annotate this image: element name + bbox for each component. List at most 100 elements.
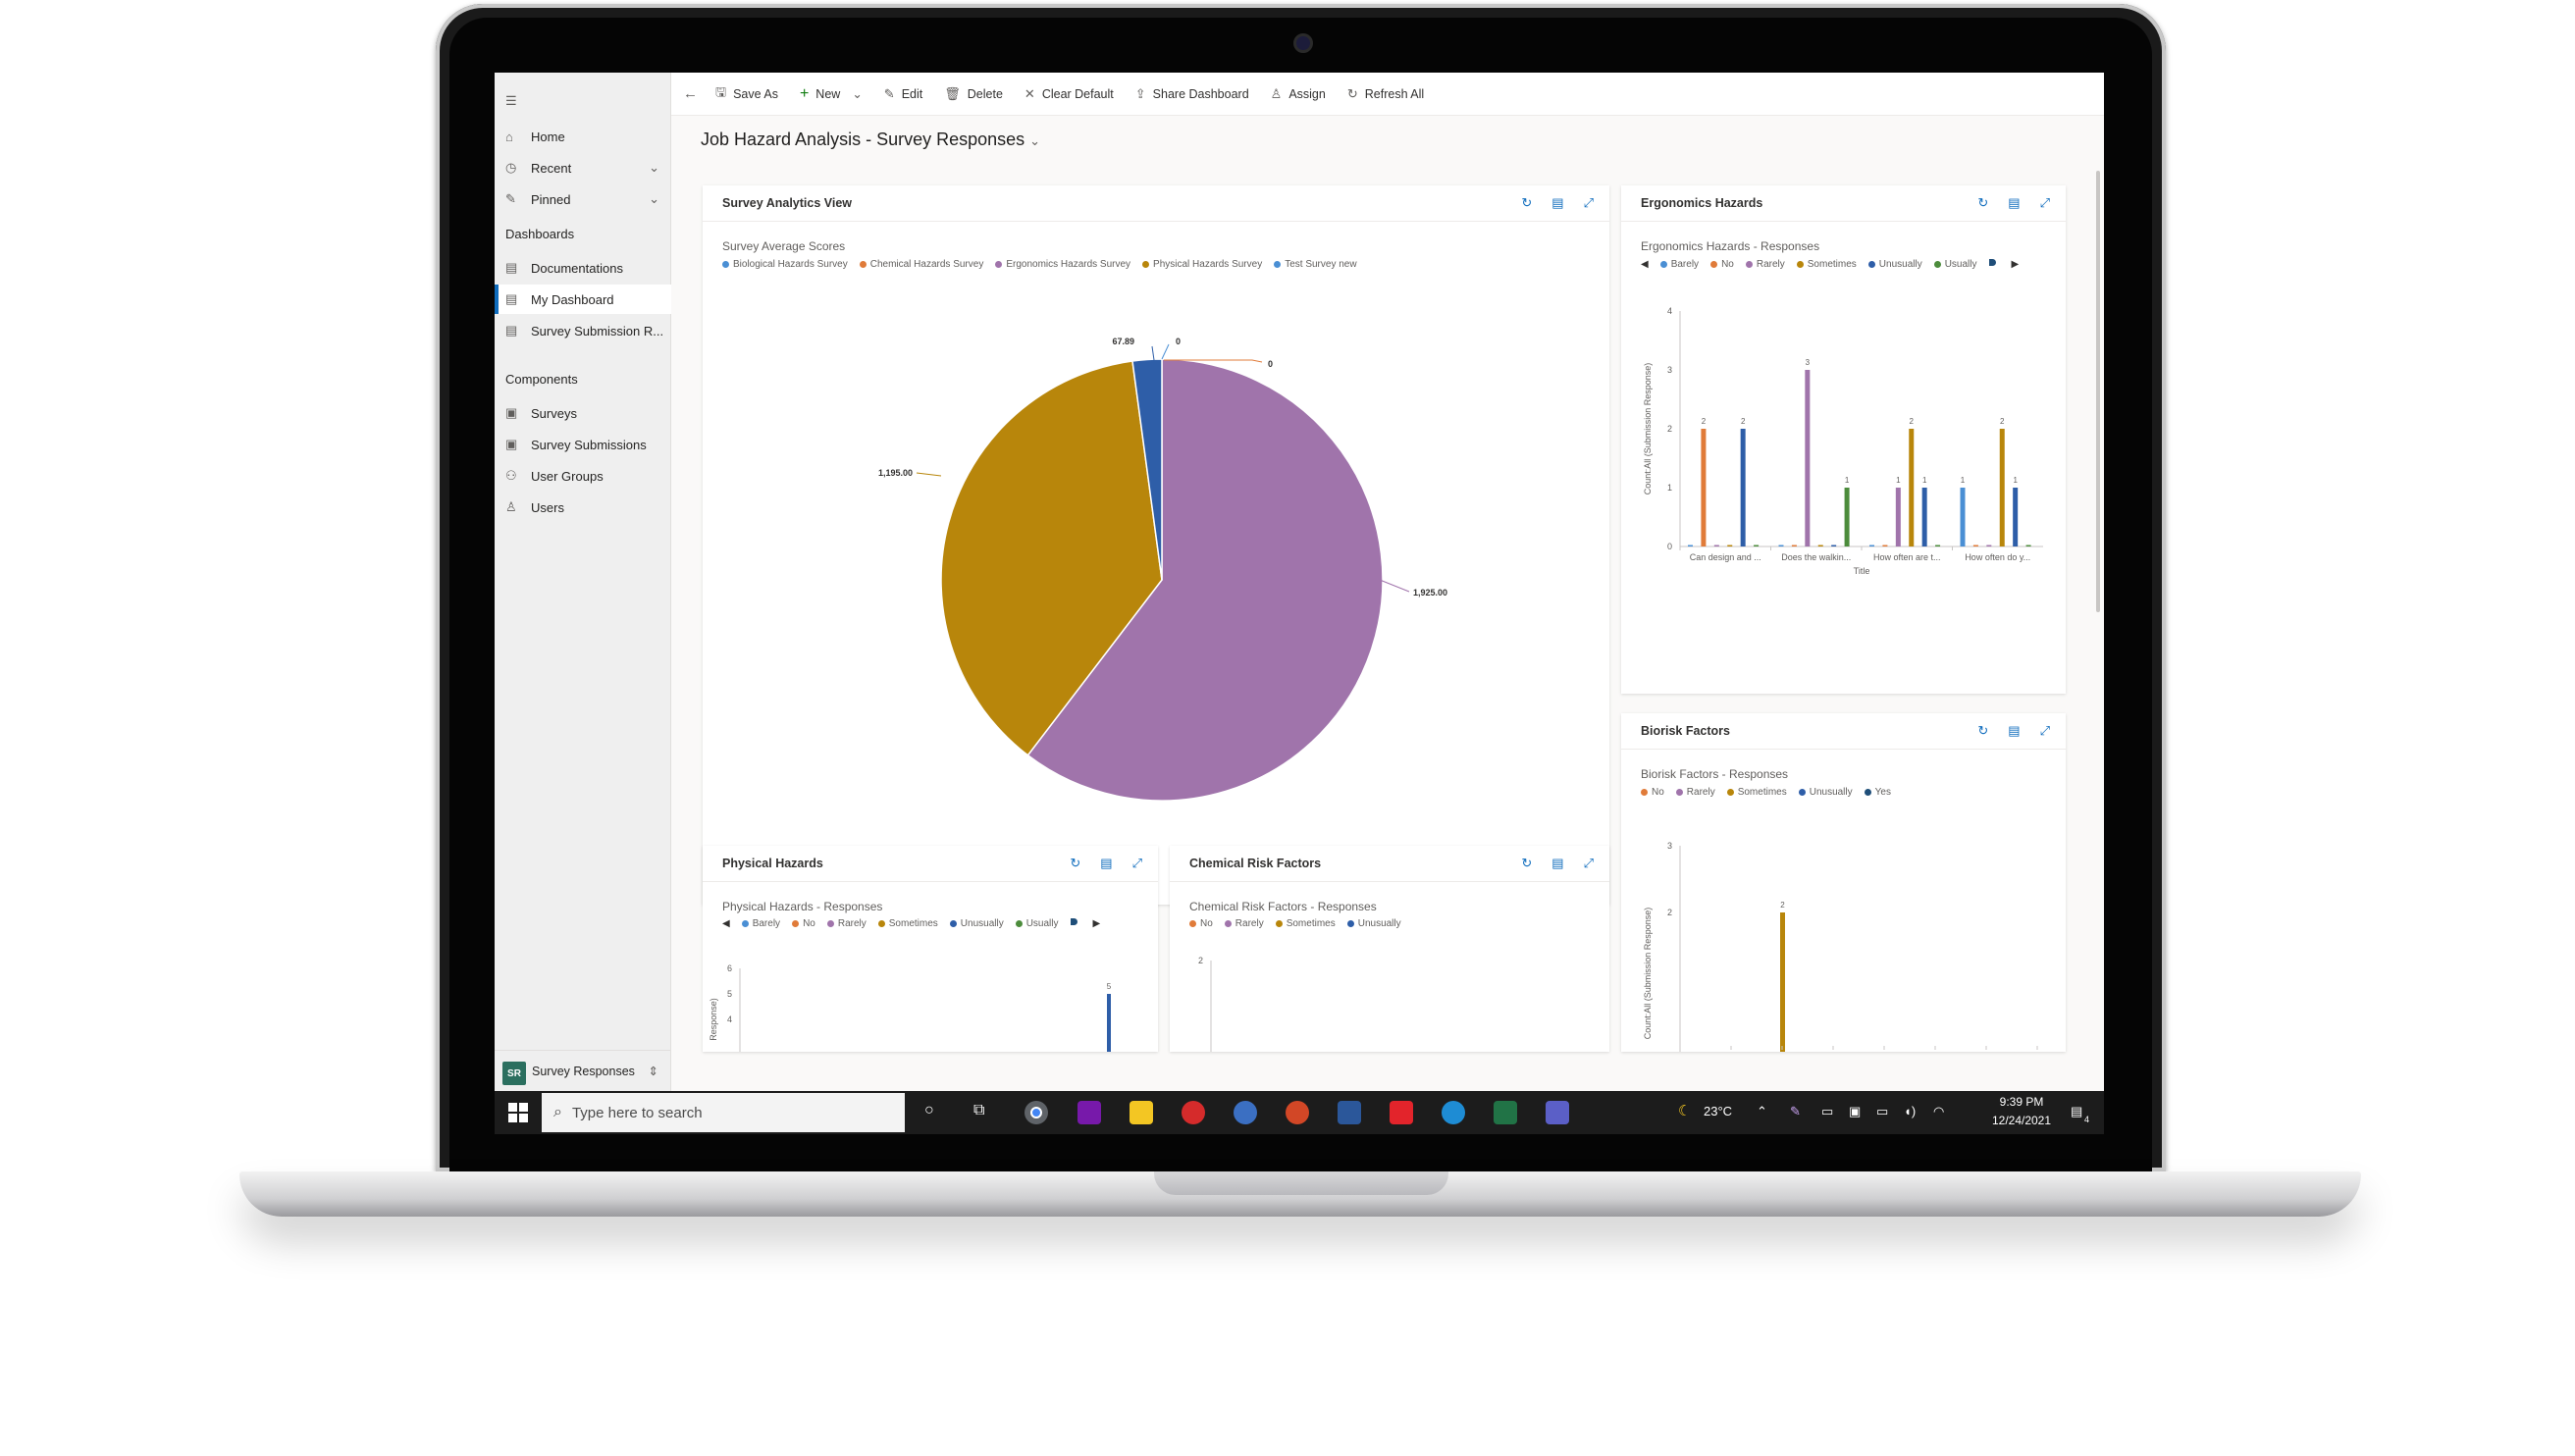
battery-icon[interactable]: ▭ xyxy=(1876,1104,1889,1118)
refresh-icon[interactable]: ↻ xyxy=(1977,723,1989,738)
chevron-down-icon[interactable]: ⌄ xyxy=(649,160,659,175)
excel-icon[interactable] xyxy=(1494,1101,1517,1124)
windows-start-button[interactable] xyxy=(508,1103,528,1122)
sidebar-item-home[interactable]: ⌂ Home xyxy=(495,122,671,151)
legend-item[interactable]: Rarely xyxy=(1224,918,1264,929)
legend-item[interactable]: Sometimes xyxy=(1796,259,1857,270)
delete-button[interactable]: 🗑 Delete xyxy=(944,86,1003,102)
chevron-down-icon[interactable]: ⌄ xyxy=(852,87,863,101)
page-title[interactable]: Job Hazard Analysis - Survey Responses ⌄ xyxy=(701,130,1040,150)
expand-icon[interactable]: ⤢ xyxy=(2039,723,2050,738)
clock-date[interactable]: 12/24/2021 xyxy=(1991,1114,2052,1127)
edge-icon[interactable] xyxy=(1442,1101,1465,1124)
sidebar-item-pinned[interactable]: ✎ Pinned ⌄ xyxy=(495,184,671,214)
legend-item[interactable]: No xyxy=(1189,918,1213,929)
legend-item[interactable]: Unusually xyxy=(949,918,1004,929)
legend-item[interactable]: Rarely xyxy=(1675,787,1715,798)
volume-icon[interactable]: ◖) xyxy=(1904,1104,1917,1118)
refresh-icon[interactable]: ↻ xyxy=(1521,856,1533,870)
legend-item[interactable]: Unusually xyxy=(1346,918,1401,929)
expand-icon[interactable]: ⤢ xyxy=(1583,195,1594,210)
legend-label: Ergonomics Hazards Survey xyxy=(1006,259,1131,270)
hamburger-menu-button[interactable]: ☰ xyxy=(495,86,671,116)
legend-item[interactable]: No xyxy=(1641,787,1664,798)
sidebar-item-my-dashboard[interactable]: ▤ My Dashboard xyxy=(495,285,671,314)
cortana-icon[interactable]: ○ xyxy=(924,1102,934,1118)
legend-item[interactable]: Rarely xyxy=(826,918,867,929)
legend-item[interactable]: Usually xyxy=(1015,918,1059,929)
legend-item[interactable]: Usually xyxy=(1933,259,1977,270)
app-icon[interactable] xyxy=(1390,1101,1413,1124)
expand-icon[interactable]: ⤢ xyxy=(1583,856,1594,870)
assign-button[interactable]: ♙ Assign xyxy=(1271,86,1326,102)
refresh-icon[interactable]: ↻ xyxy=(1977,195,1989,210)
chrome-icon[interactable] xyxy=(1025,1101,1048,1124)
clock-time[interactable]: 9:39 PM xyxy=(1999,1095,2044,1109)
legend-item[interactable]: No xyxy=(792,918,815,929)
refresh-icon[interactable]: ↻ xyxy=(1070,856,1081,870)
clear-default-button[interactable]: ✕ Clear Default xyxy=(1025,86,1114,102)
powerpoint-icon[interactable] xyxy=(1286,1101,1309,1124)
sidebar-item-survey-submissions[interactable]: ▣ Survey Submissions xyxy=(495,430,671,459)
onenote-icon[interactable] xyxy=(1077,1101,1101,1124)
expand-icon[interactable]: ⤢ xyxy=(2039,195,2050,210)
new-button[interactable]: + New ⌄ xyxy=(800,85,863,103)
sidebar-item-users[interactable]: ♙ Users xyxy=(495,493,671,522)
legend-item[interactable]: Ergonomics Hazards Survey xyxy=(995,259,1130,270)
pen-icon[interactable]: ✎ xyxy=(1790,1104,1801,1118)
legend-next-arrow[interactable]: ▶ xyxy=(1092,918,1101,929)
legend-item[interactable]: Physical Hazards Survey xyxy=(1142,259,1262,270)
temperature[interactable]: 23°C xyxy=(1704,1104,1733,1118)
sidebar-item-documentations[interactable]: ▤ Documentations xyxy=(495,253,671,283)
view-records-icon[interactable]: ▤ xyxy=(2008,195,2021,210)
legend-item[interactable]: Test Survey new xyxy=(1274,259,1357,270)
back-arrow-icon[interactable]: ← xyxy=(683,85,698,102)
notification-icon[interactable]: ▤ xyxy=(2071,1104,2083,1118)
legend-item[interactable]: Barely xyxy=(1659,259,1699,270)
sidebar-item-recent[interactable]: ◷ Recent ⌄ xyxy=(495,153,671,182)
app-icon[interactable] xyxy=(1234,1101,1257,1124)
legend-prev-arrow[interactable]: ◀ xyxy=(722,918,730,929)
word-icon[interactable] xyxy=(1338,1101,1361,1124)
app-switcher[interactable]: SR Survey Responses ⇕ xyxy=(495,1050,671,1091)
chevron-down-icon[interactable]: ⌄ xyxy=(649,191,659,206)
scrollbar[interactable] xyxy=(2096,171,2100,612)
legend-item[interactable]: Unusually xyxy=(1867,259,1922,270)
weather-icon[interactable]: ☾ xyxy=(1678,1103,1692,1119)
view-records-icon[interactable]: ▤ xyxy=(1551,195,1564,210)
opera-icon[interactable] xyxy=(1182,1101,1205,1124)
refresh-icon[interactable]: ↻ xyxy=(1521,195,1533,210)
legend-item[interactable]: Biological Hazards Survey xyxy=(722,259,848,270)
meet-icon[interactable]: ▭ xyxy=(1821,1104,1834,1118)
legend-item[interactable]: Sometimes xyxy=(877,918,938,929)
view-records-icon[interactable]: ▤ xyxy=(2008,723,2021,738)
file-explorer-icon[interactable] xyxy=(1130,1101,1153,1124)
teams-icon[interactable] xyxy=(1546,1101,1569,1124)
refresh-all-button[interactable]: ↻ Refresh All xyxy=(1347,86,1424,102)
view-records-icon[interactable]: ▤ xyxy=(1100,856,1113,870)
legend-item[interactable]: Rarely xyxy=(1745,259,1785,270)
legend-item[interactable]: Barely xyxy=(741,918,780,929)
edit-button[interactable]: ✎ Edit xyxy=(884,86,922,102)
legend-item[interactable]: Yes xyxy=(1864,787,1891,798)
legend-item[interactable]: No xyxy=(1710,259,1734,270)
task-view-icon[interactable]: ⧉ xyxy=(973,1102,985,1118)
sidebar-item-user-groups[interactable]: ⚇ User Groups xyxy=(495,461,671,491)
share-dashboard-button[interactable]: ⇪ Share Dashboard xyxy=(1135,86,1249,102)
legend-prev-arrow[interactable]: ◀ xyxy=(1641,259,1649,270)
taskbar-search-input[interactable]: ⌕ Type here to search xyxy=(542,1093,905,1132)
legend-next-arrow[interactable]: ▶ xyxy=(2011,259,2020,270)
sidebar-item-surveys[interactable]: ▣ Surveys xyxy=(495,398,671,428)
save-as-button[interactable]: 🖫 Save As xyxy=(715,83,778,105)
expand-icon[interactable]: ⤢ xyxy=(1131,856,1142,870)
chevron-down-icon[interactable]: ⌄ xyxy=(1029,133,1041,148)
legend-item[interactable]: Sometimes xyxy=(1726,787,1787,798)
sidebar-item-survey-submission[interactable]: ▤ Survey Submission R... xyxy=(495,316,671,345)
wifi-icon[interactable]: ◠ xyxy=(1933,1104,1945,1118)
display-icon[interactable]: ▣ xyxy=(1849,1104,1862,1118)
view-records-icon[interactable]: ▤ xyxy=(1551,856,1564,870)
legend-item[interactable]: Unusually xyxy=(1798,787,1853,798)
chevron-up-icon[interactable]: ⌃ xyxy=(1757,1104,1767,1118)
legend-item[interactable]: Sometimes xyxy=(1275,918,1336,929)
legend-item[interactable]: Chemical Hazards Survey xyxy=(859,259,983,270)
